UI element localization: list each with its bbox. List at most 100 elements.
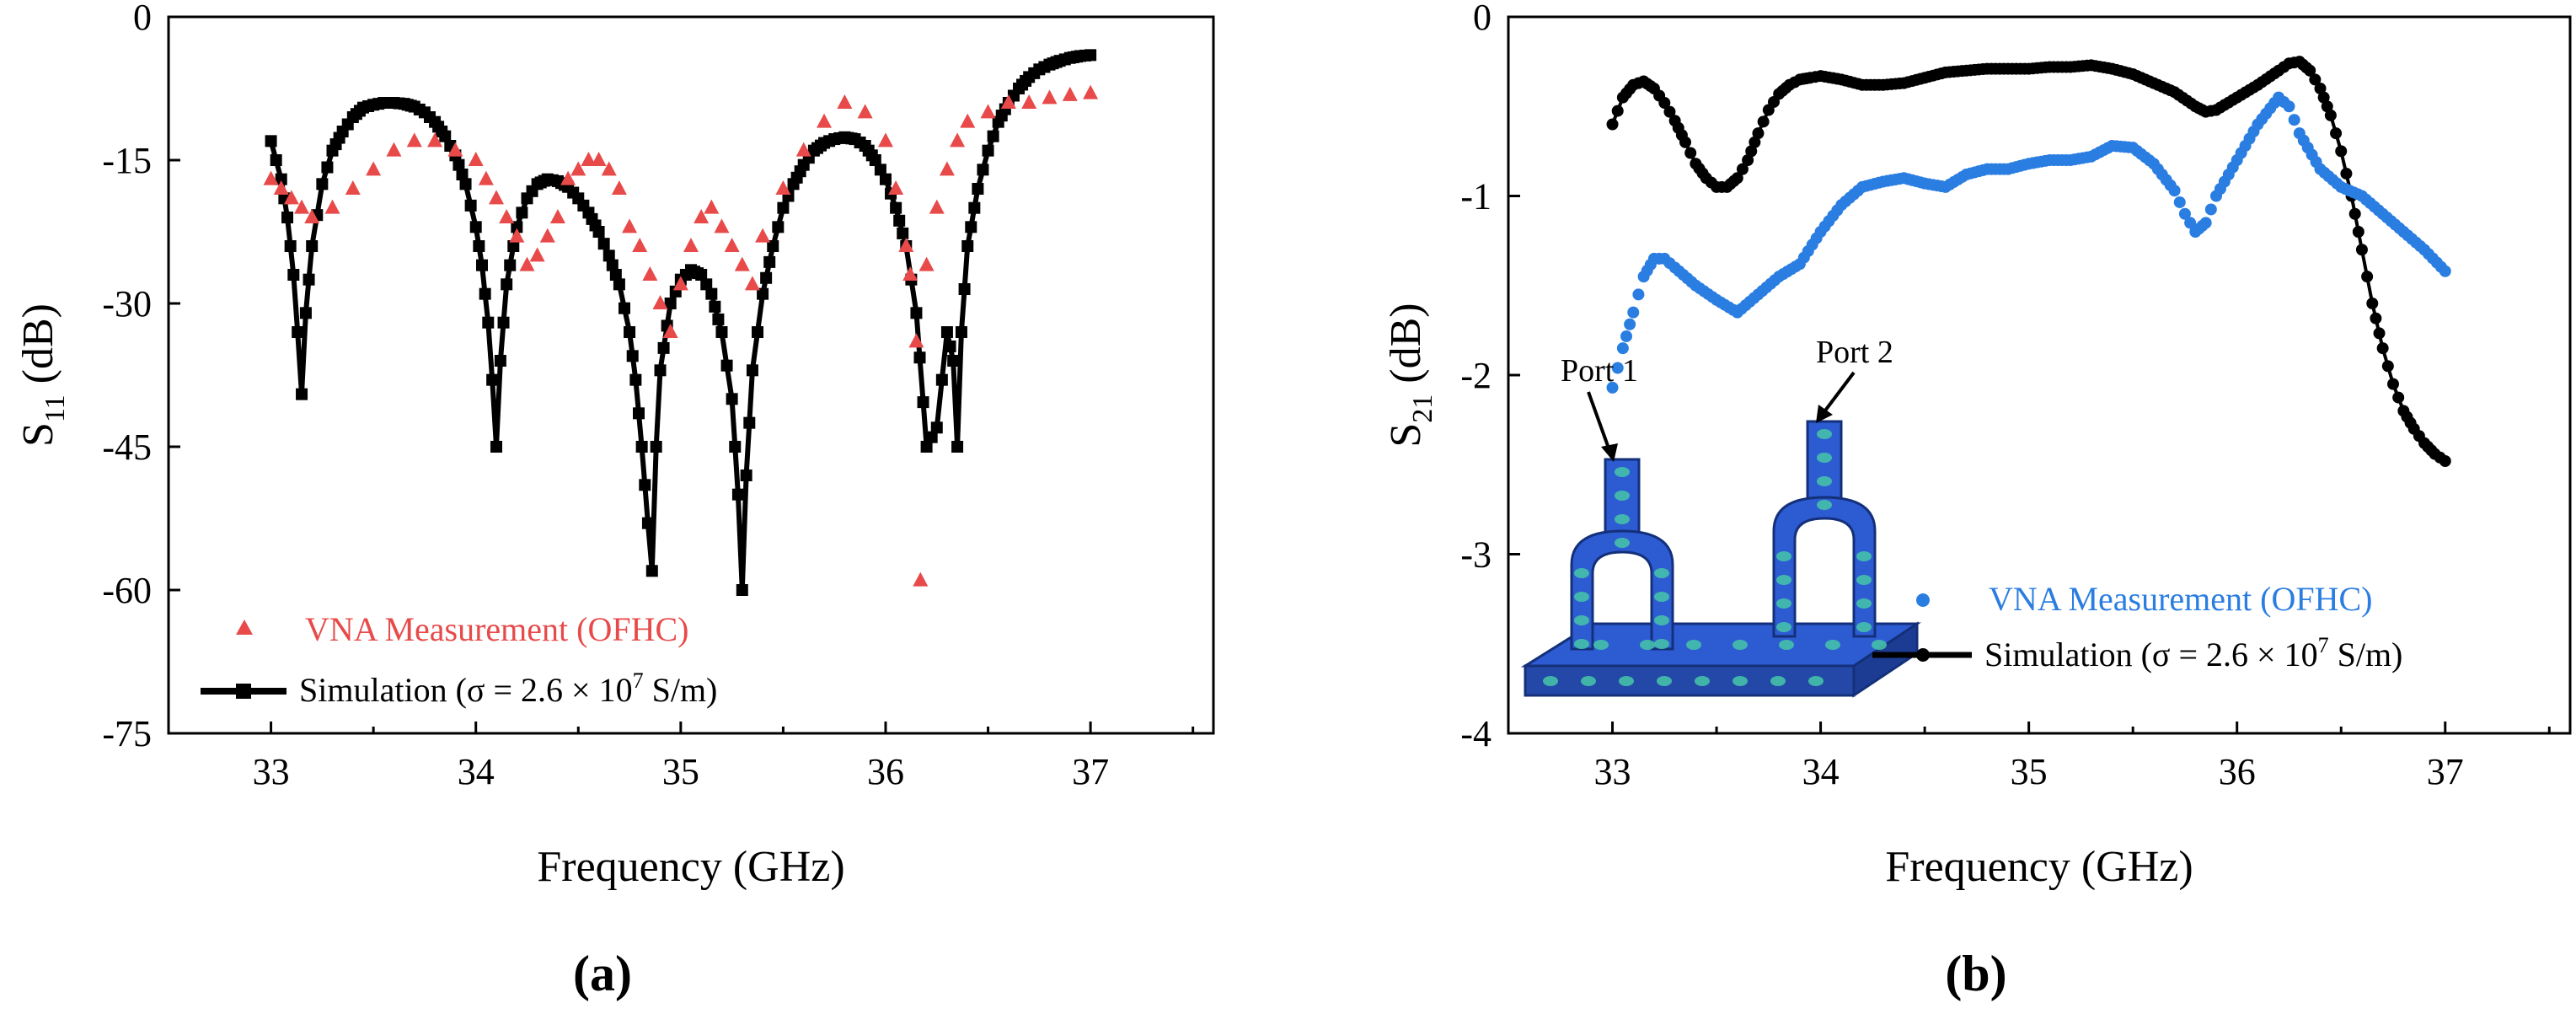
measurement-point: [902, 266, 918, 281]
simulation-point: [752, 326, 764, 338]
model-field-spot: [1856, 598, 1872, 609]
simulation-point: [292, 326, 304, 338]
simulation-point: [490, 441, 503, 453]
measurement-point: [283, 190, 299, 205]
simulation-point: [2330, 127, 2343, 140]
simulation-point: [2352, 226, 2364, 238]
simulation-point: [1611, 105, 1624, 117]
simulation-point: [633, 407, 645, 420]
measurement-point: [468, 152, 484, 166]
simulation-point: [715, 326, 728, 338]
measurement-point: [519, 256, 535, 271]
model-field-spot: [1581, 676, 1596, 686]
model-field-spot: [1872, 640, 1887, 650]
measurement-point: [489, 190, 505, 205]
simulation-point: [695, 269, 708, 281]
simulation-point: [2392, 391, 2405, 404]
simulation-point: [650, 441, 662, 453]
simulation-point: [624, 326, 636, 338]
simulation-point: [2376, 342, 2389, 355]
simulation-point: [296, 388, 308, 400]
measurement-point: [1616, 342, 1629, 355]
measurement-point: [1083, 84, 1099, 99]
simulation-point: [951, 441, 964, 453]
plot-frame-a: [167, 15, 1215, 735]
measurement-point: [406, 132, 422, 148]
simulation-point: [609, 269, 622, 281]
legend-measurement-marker-b: [1916, 593, 1930, 607]
y-ticks-a: 0 -15 -30 -45 -60 -75: [102, 0, 180, 754]
y-tick-label: -2: [1460, 355, 1492, 396]
x-axis-label-b: Frequency (GHz): [1885, 843, 2193, 891]
measurement-point: [2184, 217, 2197, 229]
measurement-point: [2204, 203, 2217, 216]
simulation-point: [497, 316, 510, 329]
y-tick-label: -4: [1460, 713, 1492, 754]
measurement-point: [1606, 381, 1619, 394]
model-field-spot: [1817, 500, 1832, 510]
simulation-point: [645, 565, 658, 577]
model-field-spot: [1654, 592, 1669, 602]
model-field-spot: [1856, 575, 1872, 585]
simulation-point: [597, 238, 610, 250]
measurement-point: [960, 113, 976, 128]
measurement-point: [662, 324, 678, 338]
simulation-point: [284, 240, 297, 252]
simulation-point: [1742, 154, 1754, 166]
measurement-point: [918, 256, 935, 271]
simulation-point: [476, 259, 488, 271]
simulation-point: [1749, 136, 1761, 148]
simulation-point: [299, 307, 312, 319]
simulation-point: [930, 421, 943, 434]
x-tick-label: 34: [458, 751, 495, 792]
legend-measurement-label-b: VNA Measurement (OFHC): [1989, 580, 2373, 618]
simulation-point: [2439, 455, 2451, 467]
simulation-point: [910, 307, 923, 319]
measurement-point: [939, 161, 955, 176]
measurement-point: [744, 276, 760, 291]
measurement-point: [755, 228, 771, 243]
simulation-point: [709, 300, 721, 313]
simulation-line: [268, 52, 1091, 593]
model-field-spot: [1654, 639, 1669, 649]
simulation-point: [281, 212, 294, 223]
measurement-point: [1021, 94, 1037, 109]
model-field-spot: [1695, 676, 1710, 686]
model-field-spot: [1574, 615, 1589, 625]
model-field-spot: [1770, 676, 1786, 686]
simulation-point: [869, 154, 881, 166]
measurement-point: [478, 170, 494, 185]
simulation-point: [760, 271, 773, 284]
simulation-point: [504, 259, 517, 271]
simulation-point: [947, 355, 960, 367]
simulation-point: [729, 441, 742, 453]
simulation-point: [700, 278, 713, 291]
model-field-spot: [1733, 640, 1748, 650]
model-field-spot: [1543, 676, 1558, 686]
measurement-point: [632, 238, 648, 252]
simulation-point: [275, 173, 287, 185]
simulation-point: [641, 517, 654, 529]
simulation-point: [965, 221, 977, 233]
y-tick-label: -45: [102, 427, 152, 468]
measurement-point: [1000, 94, 1016, 109]
simulation-point: [2381, 360, 2394, 373]
model-field-spot: [1574, 639, 1589, 649]
y-tick-label: 0: [1473, 0, 1492, 38]
y-tick-label: -1: [1460, 176, 1492, 217]
legend-a: VNA Measurement (OFHC) Simulation (σ = 2…: [201, 610, 717, 709]
measurement-point: [913, 571, 929, 587]
measurement-point: [908, 333, 924, 348]
measurement-point: [386, 142, 402, 157]
x-tick-label: 35: [2011, 751, 2048, 792]
y-axis-label-b: S21 (dB): [1382, 303, 1438, 447]
measurement-point: [857, 104, 873, 119]
simulation-point: [270, 154, 282, 166]
measurement-point: [2288, 114, 2300, 126]
simulation-point: [2355, 244, 2368, 256]
chart-panel-a: 33 34 35 36 37 0 -15 -30 -45 -60 -75 S11 (dB) Fre…: [14, 0, 1215, 1001]
simulation-point: [772, 221, 785, 233]
simulation-point: [2335, 145, 2348, 158]
legend-simulation-label-b: Simulation (σ = 2.6 × 107 S/m): [1984, 633, 2402, 673]
x-tick-label: 34: [1802, 751, 1840, 792]
